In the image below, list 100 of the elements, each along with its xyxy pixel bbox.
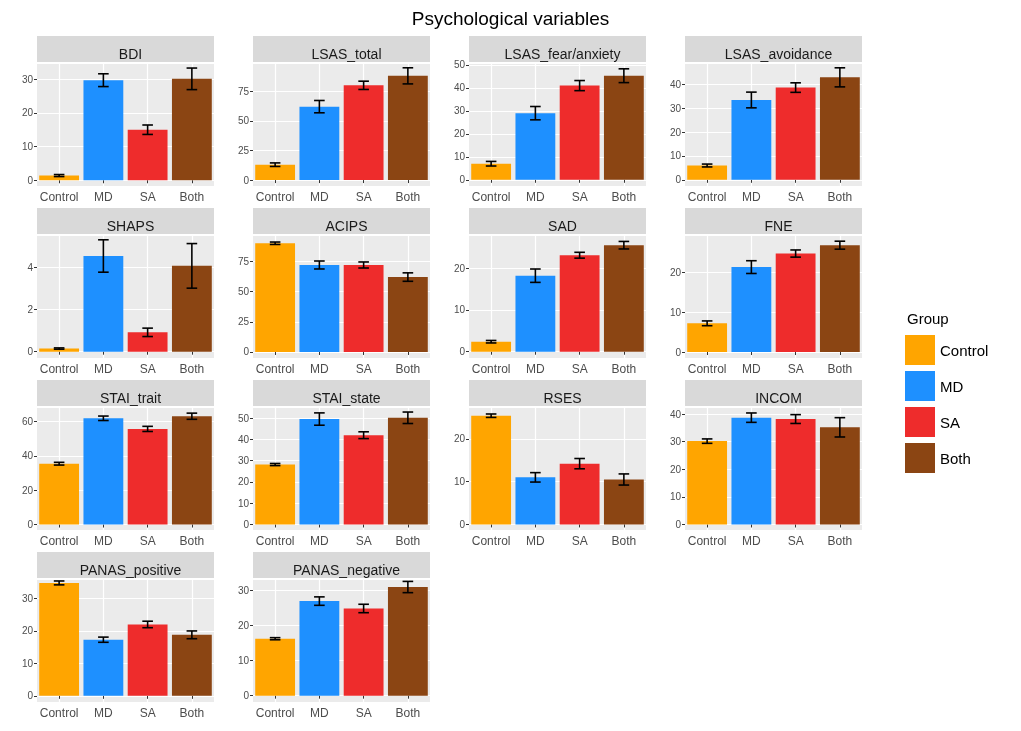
y-tick-label: 30 [21,592,34,604]
y-tick-label: 20 [669,266,682,278]
y-tick-label: 20 [453,128,466,140]
y-tick-label: 4 [27,262,34,274]
x-tick-label: Control [687,190,727,204]
x-tick-label: SA [787,362,804,376]
x-tick-label: Both [179,362,205,376]
chart-title: LSAS_avoidance [724,46,833,62]
y-tick-label: 0 [675,346,682,358]
y-tick-label: 0 [459,518,466,530]
x-tick-label: Both [611,190,637,204]
y-tick-label: 40 [237,433,250,445]
chart-title: ACIPS [325,218,368,234]
x-tick-label: SA [139,706,156,720]
y-tick-label: 25 [237,316,250,328]
y-tick-label: 0 [27,690,34,702]
y-tick-label: 40 [21,450,34,462]
x-tick-label: Both [611,534,637,548]
x-tick-label: Control [471,362,511,376]
x-tick-label: Control [255,706,295,720]
y-tick-label: 20 [453,262,466,274]
x-tick-label: SA [787,190,804,204]
chart-title: RSES [543,390,582,406]
x-tick-label: Both [827,534,853,548]
chart-title: STAI_trait [99,390,162,406]
x-tick-label: MD [310,706,330,720]
y-tick-label: 25 [237,144,250,156]
x-tick-label: Control [255,362,295,376]
x-tick-label: SA [139,190,156,204]
chart-title: LSAS_total [311,46,382,62]
y-tick-label: 30 [237,584,250,596]
y-tick-label: 10 [21,141,34,153]
x-tick-label: Control [39,190,79,204]
y-tick-label: 0 [675,174,682,186]
y-tick-label: 20 [669,463,682,475]
x-tick-label: Both [611,362,637,376]
y-tick-label: 30 [669,436,682,448]
y-tick-label: 10 [669,150,682,162]
x-tick-label: SA [355,190,372,204]
y-tick-label: 40 [669,78,682,90]
x-tick-label: MD [310,362,330,376]
x-tick-label: MD [742,362,762,376]
y-tick-label: 0 [459,174,466,186]
legend-label: Both [940,449,971,467]
x-tick-label: MD [310,190,330,204]
x-tick-label: SA [571,190,588,204]
x-tick-label: Both [395,362,421,376]
y-tick-label: 0 [27,519,34,531]
x-tick-label: MD [310,534,330,548]
x-tick-label: MD [94,190,114,204]
x-tick-label: SA [787,534,804,548]
y-tick-label: 0 [27,174,34,186]
y-tick-label: 20 [21,107,34,119]
chart-title: SHAPS [106,218,155,234]
x-tick-label: Control [39,706,79,720]
x-tick-label: Control [39,362,79,376]
x-tick-label: SA [355,706,372,720]
x-tick-label: Both [395,534,421,548]
chart-title: INCOM [755,390,802,406]
x-tick-label: SA [355,362,372,376]
x-tick-label: SA [139,362,156,376]
chart-title: SAD [548,218,577,234]
y-tick-label: 20 [237,619,250,631]
y-tick-label: 20 [21,625,34,637]
y-tick-label: 60 [21,416,34,428]
y-tick-label: 20 [21,484,34,496]
y-tick-label: 0 [243,690,250,702]
x-tick-label: MD [742,534,762,548]
y-tick-label: 30 [237,455,250,467]
x-tick-label: Both [827,190,853,204]
chart-title: PANAS_negative [292,562,401,578]
y-tick-label: 10 [453,304,466,316]
x-tick-label: MD [94,706,114,720]
y-tick-label: 30 [21,73,34,85]
y-tick-label: 75 [237,255,250,267]
x-tick-label: MD [94,534,114,548]
y-tick-label: 0 [243,518,250,530]
chart-title: PANAS_positive [79,562,182,578]
legend-label: Control [940,341,989,359]
x-tick-label: MD [526,362,546,376]
x-tick-label: Control [39,534,79,548]
y-tick-label: 20 [669,126,682,138]
x-tick-label: Both [827,362,853,376]
chart-title: LSAS_fear/anxiety [504,46,621,62]
y-tick-label: 50 [237,115,250,127]
x-tick-label: Both [179,190,205,204]
chart-title: BDI [118,46,143,62]
text: Psychological variables [411,8,610,29]
x-tick-label: MD [526,534,546,548]
y-tick-label: 10 [21,657,34,669]
x-tick-label: Both [179,534,205,548]
x-tick-label: Control [687,534,727,548]
y-tick-label: 40 [669,408,682,420]
y-tick-label: 50 [237,412,250,424]
y-tick-label: 75 [237,85,250,97]
x-tick-label: SA [355,534,372,548]
y-tick-label: 10 [453,476,466,488]
x-tick-label: Both [179,706,205,720]
chart-title: STAI_state [312,390,381,406]
legend-title: Group [907,310,949,327]
